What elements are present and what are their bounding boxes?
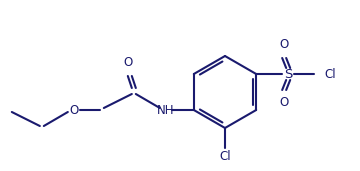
Text: O: O	[69, 103, 78, 116]
Text: S: S	[284, 68, 292, 81]
Text: O: O	[123, 56, 132, 69]
Text: NH: NH	[157, 103, 175, 116]
Text: Cl: Cl	[219, 149, 231, 162]
Text: O: O	[280, 96, 289, 109]
Text: O: O	[280, 38, 289, 51]
Text: Cl: Cl	[324, 68, 336, 81]
